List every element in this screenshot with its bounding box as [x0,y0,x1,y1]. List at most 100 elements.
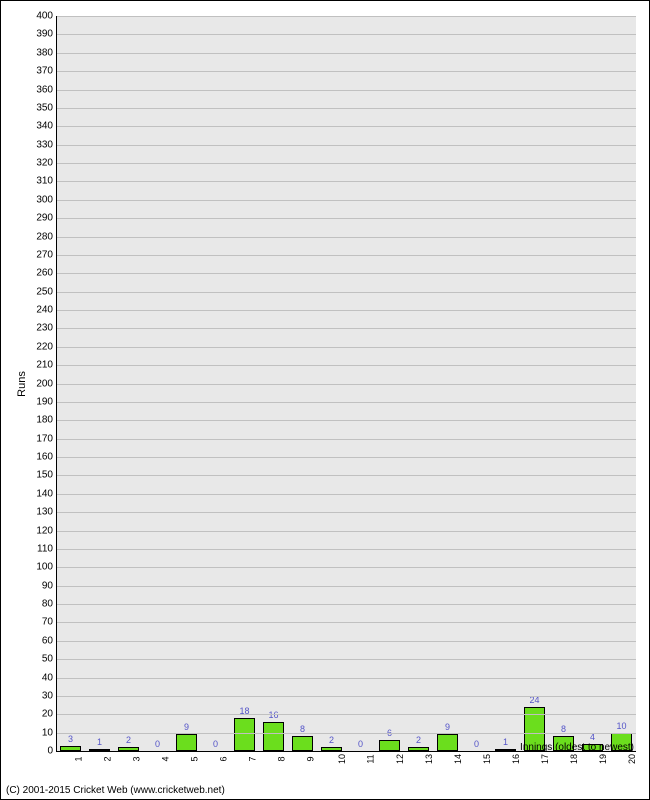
y-tick-label: 80 [42,599,53,610]
y-tick-label: 120 [36,525,53,536]
x-tick-label: 13 [424,754,434,764]
grid-line [56,34,636,35]
bar [437,734,457,751]
x-tick-label: 11 [365,754,375,763]
bar-value-label: 3 [68,734,73,744]
y-tick-label: 240 [36,305,53,316]
grid-line [56,622,636,623]
grid-line [56,439,636,440]
grid-line [56,475,636,476]
y-tick-label: 190 [36,396,53,407]
x-tick-label: 2 [102,756,112,761]
grid-line [56,586,636,587]
bar [176,734,196,751]
x-tick-label: 5 [189,756,199,761]
bar-value-label: 1 [503,737,508,747]
y-tick-label: 360 [36,84,53,95]
y-tick-label: 400 [36,11,53,22]
bar [379,740,399,751]
y-tick-label: 320 [36,158,53,169]
bar-value-label: 2 [126,735,131,745]
y-tick-label: 30 [42,690,53,701]
grid-line [56,678,636,679]
grid-line [56,200,636,201]
y-tick-label: 20 [42,709,53,720]
grid-line [56,126,636,127]
y-tick-label: 160 [36,452,53,463]
y-tick-label: 310 [36,176,53,187]
grid-line [56,714,636,715]
x-tick-label: 19 [598,754,608,764]
bar-value-label: 0 [474,739,479,749]
bar-value-label: 2 [329,735,334,745]
x-tick-label: 1 [73,756,83,761]
y-tick-label: 260 [36,268,53,279]
y-tick-label: 0 [47,746,53,757]
bar-value-label: 10 [616,721,626,731]
y-tick-label: 370 [36,66,53,77]
y-tick-label: 40 [42,672,53,683]
grid-line [56,420,636,421]
x-tick-label: 7 [247,756,257,761]
y-tick-label: 330 [36,139,53,150]
y-tick-label: 210 [36,360,53,371]
x-tick-label: 14 [453,754,463,764]
grid-line [56,402,636,403]
grid-line [56,384,636,385]
grid-line [56,365,636,366]
y-tick-label: 230 [36,323,53,334]
x-tick-label: 20 [627,754,637,764]
bar-value-label: 9 [445,722,450,732]
plot-area: 312090181682062901248410 [56,16,636,751]
y-tick-label: 90 [42,580,53,591]
x-axis: Innings (oldest to newest) 1234567891011… [56,751,636,781]
grid-line [56,457,636,458]
y-tick-label: 350 [36,102,53,113]
y-tick-label: 290 [36,213,53,224]
grid-line [56,108,636,109]
grid-line [56,255,636,256]
bar-value-label: 0 [213,739,218,749]
y-tick-label: 100 [36,562,53,573]
bar [263,722,283,751]
x-tick-label: 3 [131,756,141,761]
x-tick-label: 9 [305,756,315,761]
y-tick-label: 180 [36,415,53,426]
grid-line [56,733,636,734]
bar [234,718,254,751]
grid-line [56,292,636,293]
y-tick-label: 110 [37,543,53,554]
grid-line [56,90,636,91]
x-tick-label: 6 [218,756,228,761]
grid-line [56,53,636,54]
y-tick-label: 250 [36,286,53,297]
y-tick-label: 130 [36,507,53,518]
y-tick-label: 280 [36,231,53,242]
y-tick-label: 270 [36,249,53,260]
y-tick-label: 300 [36,194,53,205]
y-tick-label: 170 [36,433,53,444]
bar-value-label: 1 [97,737,102,747]
grid-line [56,71,636,72]
grid-line [56,163,636,164]
grid-line [56,567,636,568]
grid-line [56,347,636,348]
x-tick-label: 16 [511,754,521,764]
bar-value-label: 9 [184,722,189,732]
y-tick-label: 220 [36,341,53,352]
grid-line [56,16,636,17]
grid-line [56,328,636,329]
grid-line [56,218,636,219]
chart-container: 312090181682062901248410 Runs 0102030405… [0,0,650,800]
grid-line [56,531,636,532]
grid-line [56,659,636,660]
y-tick-label: 60 [42,635,53,646]
x-tick-label: 17 [540,754,550,764]
x-tick-label: 15 [482,754,492,764]
bar-value-label: 0 [155,739,160,749]
grid-line [56,549,636,550]
grid-line [56,181,636,182]
grid-line [56,237,636,238]
grid-line [56,696,636,697]
bar-value-label: 2 [416,735,421,745]
